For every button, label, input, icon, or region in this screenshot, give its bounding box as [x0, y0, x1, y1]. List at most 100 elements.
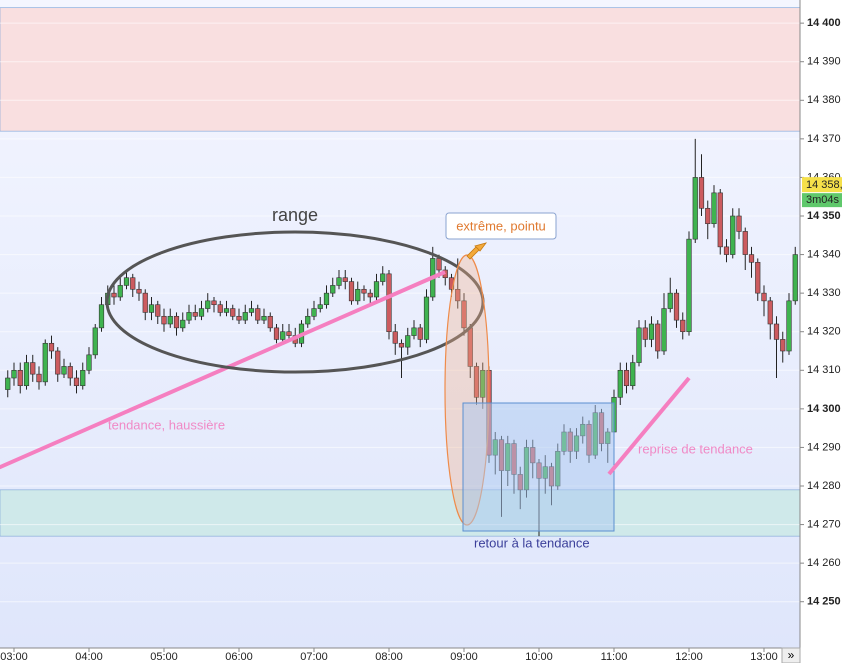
- candle-body: [317, 304, 323, 309]
- candle-body: [480, 369, 486, 398]
- candle-body: [767, 300, 773, 325]
- candle-body: [305, 315, 311, 325]
- y-tick-label: 14 350: [807, 210, 841, 222]
- candle-body: [111, 292, 117, 298]
- x-tick-label: 09:00: [450, 651, 478, 663]
- pullback-box: [462, 402, 615, 532]
- candle-body: [23, 362, 30, 387]
- scroll-button[interactable]: [781, 647, 801, 663]
- extreme-label: extrême, pointu: [456, 218, 546, 233]
- zone: [0, 7, 800, 132]
- candle-body: [86, 354, 92, 371]
- candle-body: [17, 369, 23, 387]
- y-tick-label: 14 320: [807, 326, 841, 338]
- range-ellipse: [105, 230, 485, 374]
- candle-body: [230, 308, 236, 317]
- candle-body: [311, 308, 317, 317]
- candle-body: [405, 335, 411, 348]
- y-tick-label: 14 400: [807, 17, 841, 29]
- candle-body: [786, 300, 792, 352]
- x-tick-label: 07:00: [300, 651, 328, 663]
- candle-body: [411, 327, 417, 336]
- candle-body: [761, 292, 767, 302]
- resume-line: [607, 376, 691, 476]
- zone: [0, 489, 800, 537]
- candle-body: [398, 342, 405, 348]
- last-price-label: 14 358,: [806, 179, 842, 191]
- pullback-label: retour à la tendance: [474, 535, 590, 550]
- candle-body: [323, 292, 330, 306]
- x-tick-label: 12:00: [675, 651, 703, 663]
- candle-body: [392, 331, 398, 344]
- countdown-label: 3m04s: [806, 194, 840, 206]
- extreme-box: [445, 212, 557, 240]
- candle-body: [642, 327, 648, 340]
- candle-body: [423, 296, 430, 340]
- candle-body: [161, 315, 167, 325]
- candle-body: [436, 258, 442, 271]
- candle-body: [236, 315, 242, 321]
- candle-body: [280, 331, 286, 340]
- candle-body: [117, 285, 123, 298]
- candle-body: [698, 177, 705, 209]
- candle-body: [648, 323, 655, 340]
- range-label: range: [272, 205, 318, 225]
- candle-body: [155, 304, 161, 317]
- candle-body: [55, 350, 61, 375]
- candle-body: [717, 192, 723, 248]
- y-tick-label: 14 250: [807, 596, 841, 608]
- x-tick-label: 04:00: [75, 651, 103, 663]
- candle-body: [748, 254, 755, 263]
- candle-body: [780, 339, 786, 352]
- candle-body: [330, 285, 336, 294]
- candle-body: [80, 369, 86, 387]
- y-tick-label: 14 290: [807, 441, 841, 453]
- candle-body: [130, 277, 136, 290]
- x-tick-label: 06:00: [225, 651, 253, 663]
- y-tick-label: 14 390: [807, 56, 841, 68]
- candle-body: [42, 342, 48, 383]
- candle-body: [742, 231, 748, 255]
- candle-body: [48, 342, 55, 352]
- candle-body: [148, 304, 155, 313]
- y-tick-label: 14 260: [807, 557, 841, 569]
- x-tick-label: 03:00: [0, 651, 28, 663]
- candle-body: [267, 315, 273, 329]
- candle-body: [661, 308, 667, 352]
- candle-body: [180, 319, 186, 329]
- candle-body: [367, 292, 373, 298]
- arrow-icon: [466, 242, 488, 260]
- candle-body: [723, 246, 730, 255]
- candle-body: [736, 215, 742, 232]
- countdown-box: [802, 193, 842, 208]
- candle-body: [773, 323, 780, 340]
- candle-body: [380, 273, 386, 282]
- y-tick-label: 14 380: [807, 94, 841, 106]
- candle-body: [30, 362, 36, 375]
- candle-body: [655, 323, 661, 352]
- candle-body: [286, 331, 292, 336]
- candle-body: [167, 315, 173, 325]
- y-tick-label: 14 300: [807, 403, 841, 415]
- candle-body: [711, 192, 717, 225]
- candle-body: [336, 277, 342, 286]
- candle-body: [61, 366, 67, 375]
- y-tick-label: 14 370: [807, 133, 841, 145]
- candle-body: [98, 304, 105, 329]
- candle-body: [680, 319, 686, 333]
- candle-body: [373, 281, 380, 298]
- candle-body: [261, 315, 267, 321]
- candle-body: [205, 300, 211, 309]
- candle-body: [217, 304, 223, 313]
- candle-body: [186, 312, 192, 321]
- y-tick-label: 14 280: [807, 480, 841, 492]
- scroll-button-label[interactable]: »: [788, 648, 795, 662]
- candle-body: [11, 369, 17, 379]
- candle-body: [636, 327, 642, 363]
- candle-body: [142, 292, 148, 313]
- y-tick-label: 14 330: [807, 287, 841, 299]
- candle-body: [417, 327, 423, 340]
- candle-body: [73, 377, 80, 387]
- candle-body: [386, 273, 392, 333]
- candle-body: [617, 369, 623, 398]
